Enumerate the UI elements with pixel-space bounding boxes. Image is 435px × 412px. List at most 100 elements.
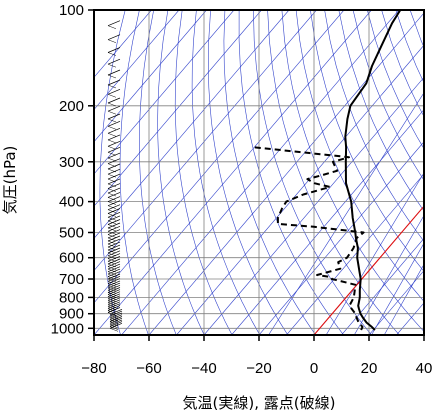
wind-barb <box>109 326 119 330</box>
wind-barb <box>107 243 117 248</box>
isotherm <box>203 76 424 335</box>
isotherm <box>94 10 345 304</box>
wind-barb <box>107 188 117 192</box>
y-tick-label: 500 <box>59 225 84 242</box>
dry-adiabat <box>253 10 372 335</box>
wind-barb <box>107 88 121 95</box>
wind-barb <box>107 110 117 115</box>
wind-barb <box>107 307 121 313</box>
wind-barb <box>107 209 117 213</box>
dry-adiabat <box>223 10 317 335</box>
y-tick-label: 800 <box>59 289 84 306</box>
wind-barb <box>107 234 117 238</box>
wind-barb <box>107 39 117 43</box>
wind-barb <box>107 285 117 290</box>
wind-barb <box>107 69 121 76</box>
wind-barb <box>107 168 117 173</box>
wind-barb <box>107 297 121 304</box>
y-tick-label: 1000 <box>51 320 84 337</box>
dry-adiabat <box>174 10 233 335</box>
isotherm <box>94 10 290 239</box>
wind-barb <box>107 261 117 265</box>
wind-barb <box>107 208 121 214</box>
y-axis-label: 気圧(hPa) <box>1 146 19 215</box>
x-tick-label: −80 <box>81 360 106 377</box>
x-tick-label: −20 <box>246 360 271 377</box>
wind-barb <box>107 250 121 257</box>
wind-barb <box>107 163 117 167</box>
wind-barb <box>107 146 121 153</box>
dewpoint-line <box>254 146 365 331</box>
wind-barb <box>109 321 119 325</box>
mixing-ratio-line <box>353 214 424 335</box>
wind-barb <box>107 284 121 291</box>
wind-barb <box>107 146 117 150</box>
wind-barb <box>107 303 121 310</box>
isotherm <box>94 10 262 207</box>
x-tick-label: −40 <box>191 360 216 377</box>
wind-barb <box>107 200 121 207</box>
wind-barb <box>107 240 117 245</box>
wind-barb <box>109 328 119 332</box>
wind-barb <box>107 220 117 225</box>
wind-barb <box>107 105 121 112</box>
wind-barb <box>107 258 117 262</box>
wind-barb <box>107 84 117 89</box>
wind-barb <box>107 246 117 251</box>
wind-barb <box>107 113 121 120</box>
wind-barb <box>107 263 121 270</box>
wind-barb <box>107 79 121 86</box>
wind-barb <box>109 314 119 318</box>
isotherm <box>94 10 207 143</box>
wind-barb <box>107 34 121 41</box>
wind-barb <box>107 283 117 287</box>
wind-barb <box>107 205 117 209</box>
mixing-ratio-line <box>371 242 424 335</box>
isotherm <box>94 10 152 78</box>
plot-frame <box>88 9 425 341</box>
y-tick-label: 200 <box>59 98 84 115</box>
wind-barb <box>107 97 121 104</box>
wind-barb <box>107 241 121 248</box>
isotherm <box>94 10 180 111</box>
mixing-ratio-line <box>325 172 424 335</box>
isotherm <box>286 173 424 335</box>
isotherm <box>258 141 424 335</box>
wind-barb <box>107 215 121 222</box>
wind-barb <box>107 229 121 235</box>
wind-barb <box>107 247 121 254</box>
wind-barb <box>107 273 117 278</box>
dry-adiabat <box>424 10 435 335</box>
isotherm <box>231 109 424 335</box>
wind-barb <box>107 139 117 144</box>
wind-barb <box>107 152 121 159</box>
dry-adiabat <box>338 10 424 212</box>
wind-barb <box>107 25 117 29</box>
wind-barb <box>107 292 117 296</box>
wind-barb <box>107 249 117 254</box>
dry-adiabat <box>409 10 424 48</box>
grid-lines <box>94 10 435 335</box>
isotherm <box>94 10 372 335</box>
isotherm <box>368 270 424 335</box>
mixing-ratio-line <box>383 263 424 335</box>
isotherm <box>121 10 400 335</box>
dry-adiabat <box>238 10 344 335</box>
wind-barb <box>107 276 117 280</box>
dry-adiabat <box>395 10 424 84</box>
wind-barb <box>107 295 121 302</box>
wind-barb <box>107 173 117 178</box>
wind-barb <box>107 227 117 232</box>
wind-barb <box>107 134 121 141</box>
mixing-ratio-line <box>268 92 424 335</box>
wind-barb <box>107 305 121 311</box>
wind-barb <box>107 183 117 188</box>
wind-barb <box>107 237 117 242</box>
wind-barb <box>107 302 117 307</box>
wind-barb <box>107 266 121 273</box>
wind-barb <box>107 120 121 127</box>
wind-barb <box>107 197 117 201</box>
wind-barb <box>107 163 121 170</box>
dry-adiabat <box>119 10 149 335</box>
wind-barb <box>107 232 121 239</box>
